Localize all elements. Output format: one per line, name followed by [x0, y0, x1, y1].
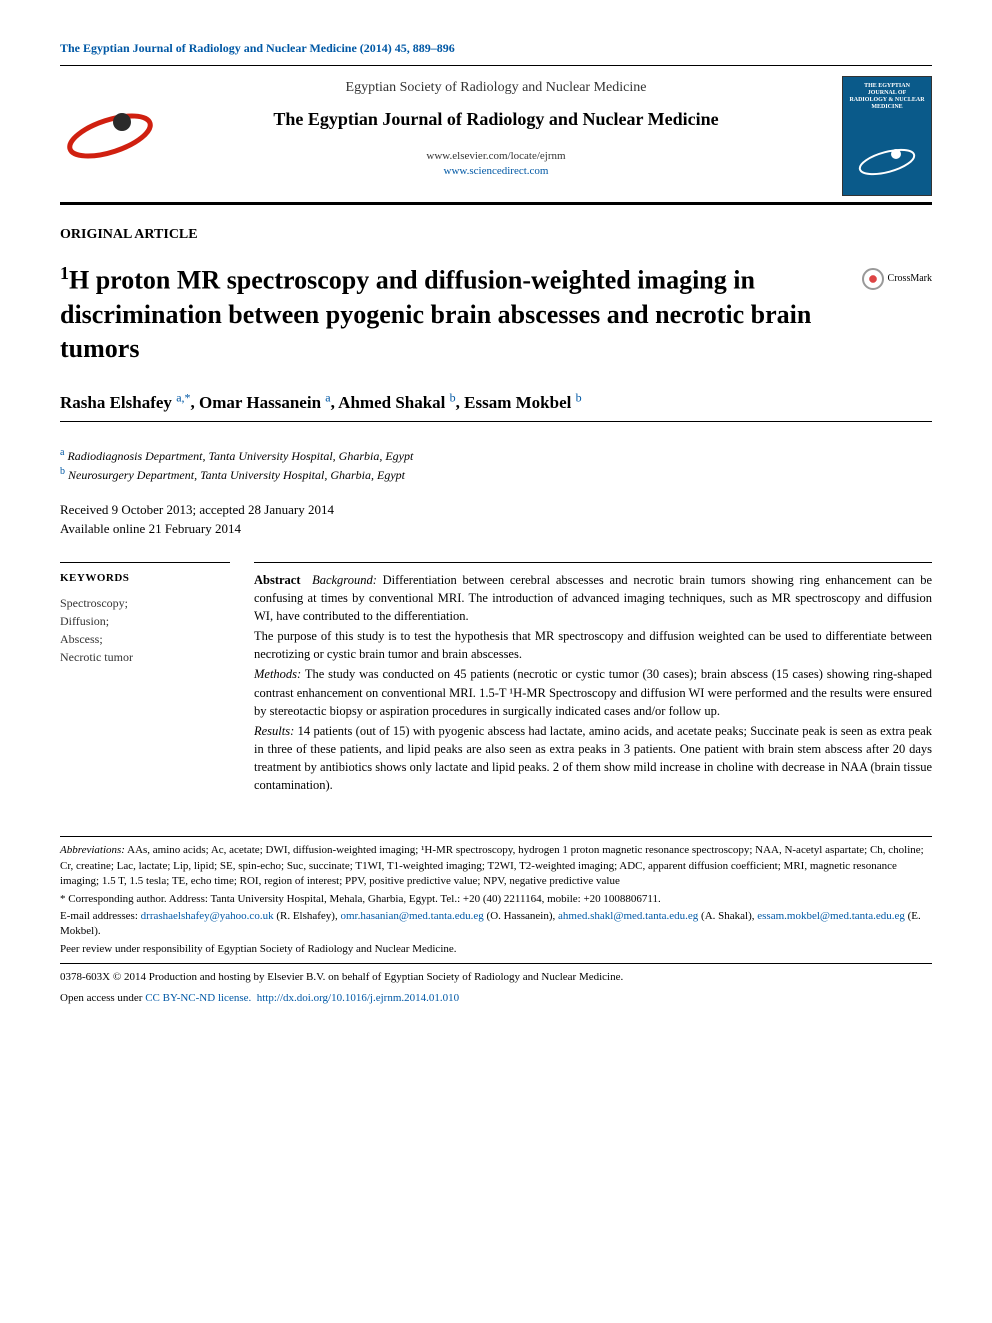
- results-label: Results:: [254, 724, 294, 738]
- email-link[interactable]: essam.mokbel@med.tanta.edu.eg: [757, 910, 905, 922]
- author-list: Rasha Elshafey a,*, Omar Hassanein a, Ah…: [60, 389, 932, 414]
- background-label: Background:: [312, 573, 377, 587]
- society-name: Egyptian Society of Radiology and Nuclea…: [180, 78, 812, 98]
- footer-rule: [60, 836, 932, 837]
- abbrev-text: AAs, amino acids; Ac, acetate; DWI, diff…: [60, 844, 924, 887]
- article-type: ORIGINAL ARTICLE: [60, 225, 932, 245]
- cover-title: THE EGYPTIAN JOURNAL OF RADIOLOGY & NUCL…: [849, 83, 925, 112]
- article-title: 1H proton MR spectroscopy and diffusion-…: [60, 262, 852, 365]
- abstract-section: KEYWORDS Spectroscopy; Diffusion; Absces…: [60, 562, 932, 797]
- citation-line: The Egyptian Journal of Radiology and Nu…: [60, 40, 932, 57]
- email-link[interactable]: omr.hasanian@med.tanta.edu.eg: [340, 910, 483, 922]
- email-link[interactable]: drrashaelshafey@yahoo.co.uk: [141, 910, 274, 922]
- email-who: (R. Elshafey): [276, 910, 335, 922]
- keyword: Spectroscopy;: [60, 594, 230, 612]
- keyword: Abscess;: [60, 630, 230, 648]
- abstract-label: Abstract: [254, 573, 301, 587]
- crossmark-icon: [862, 268, 884, 290]
- author: Rasha Elshafey a,*: [60, 393, 191, 412]
- keywords-box: KEYWORDS Spectroscopy; Diffusion; Absces…: [60, 562, 230, 797]
- affiliation: b Neurosurgery Department, Tanta Univers…: [60, 465, 932, 484]
- journal-link-elsevier[interactable]: www.elsevier.com/locate/ejrnm: [180, 149, 812, 164]
- license-link[interactable]: CC BY-NC-ND license.: [145, 992, 251, 1004]
- title-text: H proton MR spectroscopy and diffusion-w…: [60, 266, 811, 363]
- article-dates: Received 9 October 2013; accepted 28 Jan…: [60, 501, 932, 537]
- footnotes: Abbreviations: AAs, amino acids; Ac, ace…: [60, 843, 932, 1007]
- cover-image-icon: [849, 142, 925, 185]
- methods-label: Methods:: [254, 667, 301, 681]
- journal-header: Egyptian Society of Radiology and Nuclea…: [60, 65, 932, 205]
- corresponding-text: Address: Tanta University Hospital, Meha…: [169, 893, 661, 905]
- email-label: E-mail addresses:: [60, 910, 138, 922]
- methods-text: The study was conducted on 45 patients (…: [254, 667, 932, 717]
- crossmark-badge[interactable]: CrossMark: [862, 268, 932, 290]
- affiliations: a Radiodiagnosis Department, Tanta Unive…: [60, 446, 932, 484]
- journal-link-sciencedirect[interactable]: www.sciencedirect.com: [180, 164, 812, 179]
- journal-cover-icon: THE EGYPTIAN JOURNAL OF RADIOLOGY & NUCL…: [842, 76, 932, 196]
- affiliation: a Radiodiagnosis Department, Tanta Unive…: [60, 446, 932, 465]
- copyright: 0378-603X © 2014 Production and hosting …: [60, 970, 932, 985]
- author: Omar Hassanein a: [199, 393, 331, 412]
- elsevier-logo-icon: [60, 96, 160, 176]
- author: Ahmed Shakal b: [338, 393, 455, 412]
- title-superscript: 1: [60, 263, 69, 283]
- license-prefix: Open access under: [60, 992, 145, 1004]
- results-text: 14 patients (out of 15) with pyogenic ab…: [254, 724, 932, 792]
- keywords-heading: KEYWORDS: [60, 571, 230, 586]
- abbrev-label: Abbreviations:: [60, 844, 125, 856]
- keyword: Diffusion;: [60, 612, 230, 630]
- email-who: (A. Shakal): [701, 910, 752, 922]
- keywords-list: Spectroscopy; Diffusion; Abscess; Necrot…: [60, 594, 230, 666]
- crossmark-label: CrossMark: [888, 272, 932, 286]
- author: Essam Mokbel b: [464, 393, 581, 412]
- doi-link[interactable]: http://dx.doi.org/10.1016/j.ejrnm.2014.0…: [257, 992, 459, 1004]
- peer-review: Peer review under responsibility of Egyp…: [60, 942, 932, 957]
- abstract-body: Abstract Background: Differentiation bet…: [254, 562, 932, 797]
- keyword: Necrotic tumor: [60, 648, 230, 666]
- available-online: Available online 21 February 2014: [60, 520, 932, 538]
- author-rule: [60, 421, 932, 422]
- purpose-text: The purpose of this study is to test the…: [254, 627, 932, 663]
- corresponding-label: * Corresponding author.: [60, 893, 167, 905]
- journal-name: The Egyptian Journal of Radiology and Nu…: [180, 107, 812, 132]
- received-accepted: Received 9 October 2013; accepted 28 Jan…: [60, 501, 932, 519]
- email-who: (O. Hassanein): [487, 910, 553, 922]
- email-link[interactable]: ahmed.shakl@med.tanta.edu.eg: [558, 910, 698, 922]
